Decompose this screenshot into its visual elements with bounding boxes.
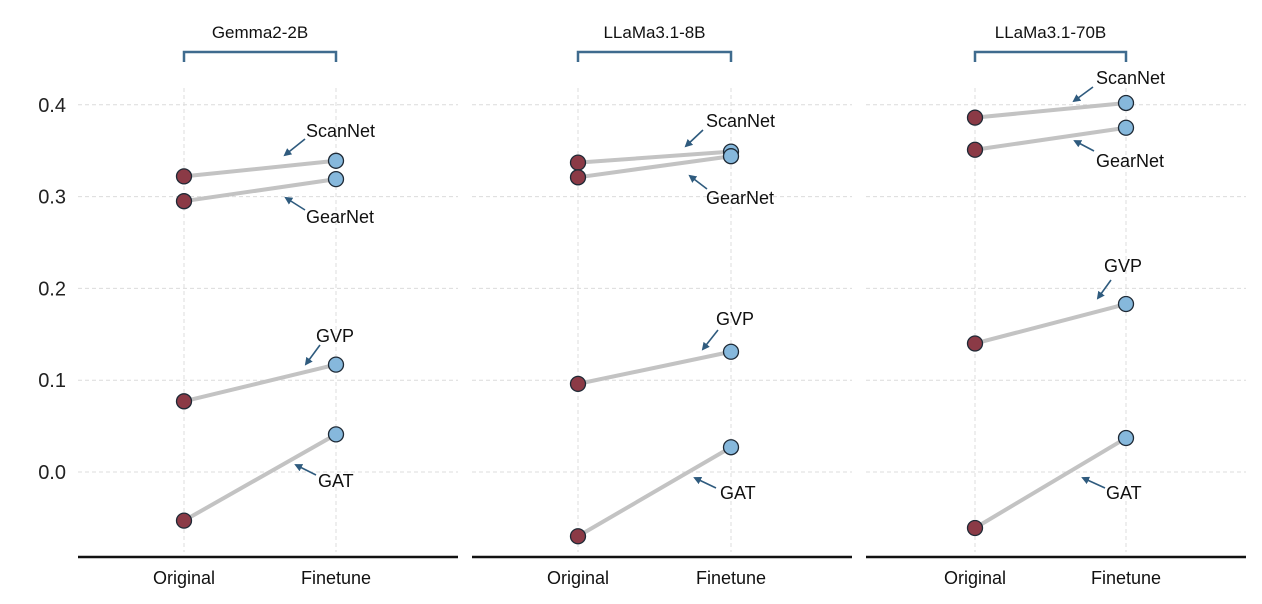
series-connector-scannet — [182, 158, 338, 179]
finetune-point-gat — [327, 426, 345, 443]
annotation-arrow-gat — [1081, 476, 1106, 489]
annotation-arrow-gearnet — [1073, 140, 1095, 152]
annotation-arrow-scannet — [684, 129, 704, 148]
series-label-gvp: GVP — [1104, 256, 1142, 276]
original-point-gvp — [569, 375, 587, 393]
original-point-gat — [966, 519, 984, 537]
x-tick-label: Finetune — [696, 568, 766, 588]
y-tick-label: 0.1 — [38, 370, 66, 392]
annotation-arrow-scannet — [283, 138, 306, 157]
finetune-point-gat — [722, 439, 740, 456]
series-label-gearnet: GearNet — [1096, 151, 1164, 171]
annotation-arrow-gat — [693, 476, 717, 489]
original-point-scannet — [966, 109, 984, 126]
series-label-gat: GAT — [318, 471, 354, 491]
panel-3: Original Finetune LLaMa3.1-70B ScanNet GearN… — [866, 23, 1246, 588]
x-tick-label: Finetune — [1091, 568, 1161, 588]
series-label-gat: GAT — [1106, 483, 1142, 503]
x-tick-label: Original — [547, 568, 609, 588]
x-tick-label: Original — [944, 568, 1006, 588]
x-tick-label: Original — [153, 568, 215, 588]
annotation-arrow-gearnet — [688, 174, 708, 190]
x-tick-label: Finetune — [301, 568, 371, 588]
series-label-scannet: ScanNet — [306, 121, 375, 141]
original-point-gearnet — [569, 169, 587, 186]
series-connector-gat — [182, 432, 338, 523]
annotation-arrow-gvp — [304, 344, 321, 366]
finetune-point-gvp — [722, 343, 740, 360]
panel-2: Original Finetune LLaMa3.1-8B ScanNet GearNe… — [472, 23, 852, 588]
y-tick-label: 0.3 — [38, 187, 66, 209]
annotation-arrow-scannet — [1072, 86, 1094, 103]
y-tick-label: 0.2 — [38, 278, 66, 300]
series-label-gearnet: GearNet — [306, 207, 374, 227]
series-label-scannet: ScanNet — [706, 111, 775, 131]
series-connector-gvp — [182, 362, 338, 404]
series-connector-gvp — [973, 302, 1128, 346]
finetune-point-gvp — [1117, 295, 1135, 313]
panel-bracket — [182, 50, 338, 62]
panel-title: LLaMa3.1-70B — [995, 23, 1107, 42]
series-label-scannet: ScanNet — [1096, 68, 1165, 88]
original-point-gearnet — [966, 141, 984, 158]
annotation-arrow-gearnet — [284, 196, 306, 211]
annotation-arrow-gat — [294, 464, 317, 476]
series-label-gat: GAT — [720, 483, 756, 503]
original-point-gvp — [966, 335, 984, 352]
series-connector-scannet — [973, 100, 1128, 120]
y-tick-label: 0.4 — [38, 95, 66, 117]
series-label-gearnet: GearNet — [706, 188, 774, 208]
finetune-point-gearnet — [722, 148, 740, 165]
original-point-scannet — [175, 168, 193, 185]
finetune-point-scannet — [327, 152, 345, 169]
panel-bracket — [973, 50, 1128, 62]
series-label-gvp: GVP — [316, 326, 354, 346]
finetune-point-gat — [1117, 429, 1135, 447]
original-point-gat — [175, 512, 193, 529]
finetune-point-gearnet — [1117, 119, 1135, 136]
series-label-gvp: GVP — [716, 309, 754, 329]
series-connector-gearnet — [182, 177, 338, 204]
series-connector-gat — [576, 445, 733, 539]
series-connector-gearnet — [576, 154, 733, 180]
series-connector-gat — [973, 436, 1128, 530]
panel-bracket — [576, 50, 733, 62]
original-point-gearnet — [175, 193, 193, 210]
panel-1: Original Finetune Gemma2-2B ScanNet GearNet G… — [78, 23, 458, 588]
finetune-point-scannet — [1117, 94, 1135, 112]
original-point-gvp — [175, 393, 193, 410]
series-connector-gvp — [576, 349, 733, 386]
y-tick-label: 0.0 — [38, 462, 66, 484]
series-connector-scannet — [576, 149, 733, 165]
original-point-scannet — [569, 154, 587, 171]
panel-title: Gemma2-2B — [212, 23, 308, 42]
annotation-arrow-gvp — [701, 329, 719, 351]
annotation-arrow-gvp — [1096, 279, 1112, 300]
panel-title: LLaMa3.1-8B — [603, 23, 705, 42]
series-connector-gearnet — [973, 125, 1128, 152]
finetune-point-gvp — [327, 356, 345, 373]
original-point-gat — [569, 528, 587, 545]
finetune-point-gearnet — [327, 171, 345, 188]
